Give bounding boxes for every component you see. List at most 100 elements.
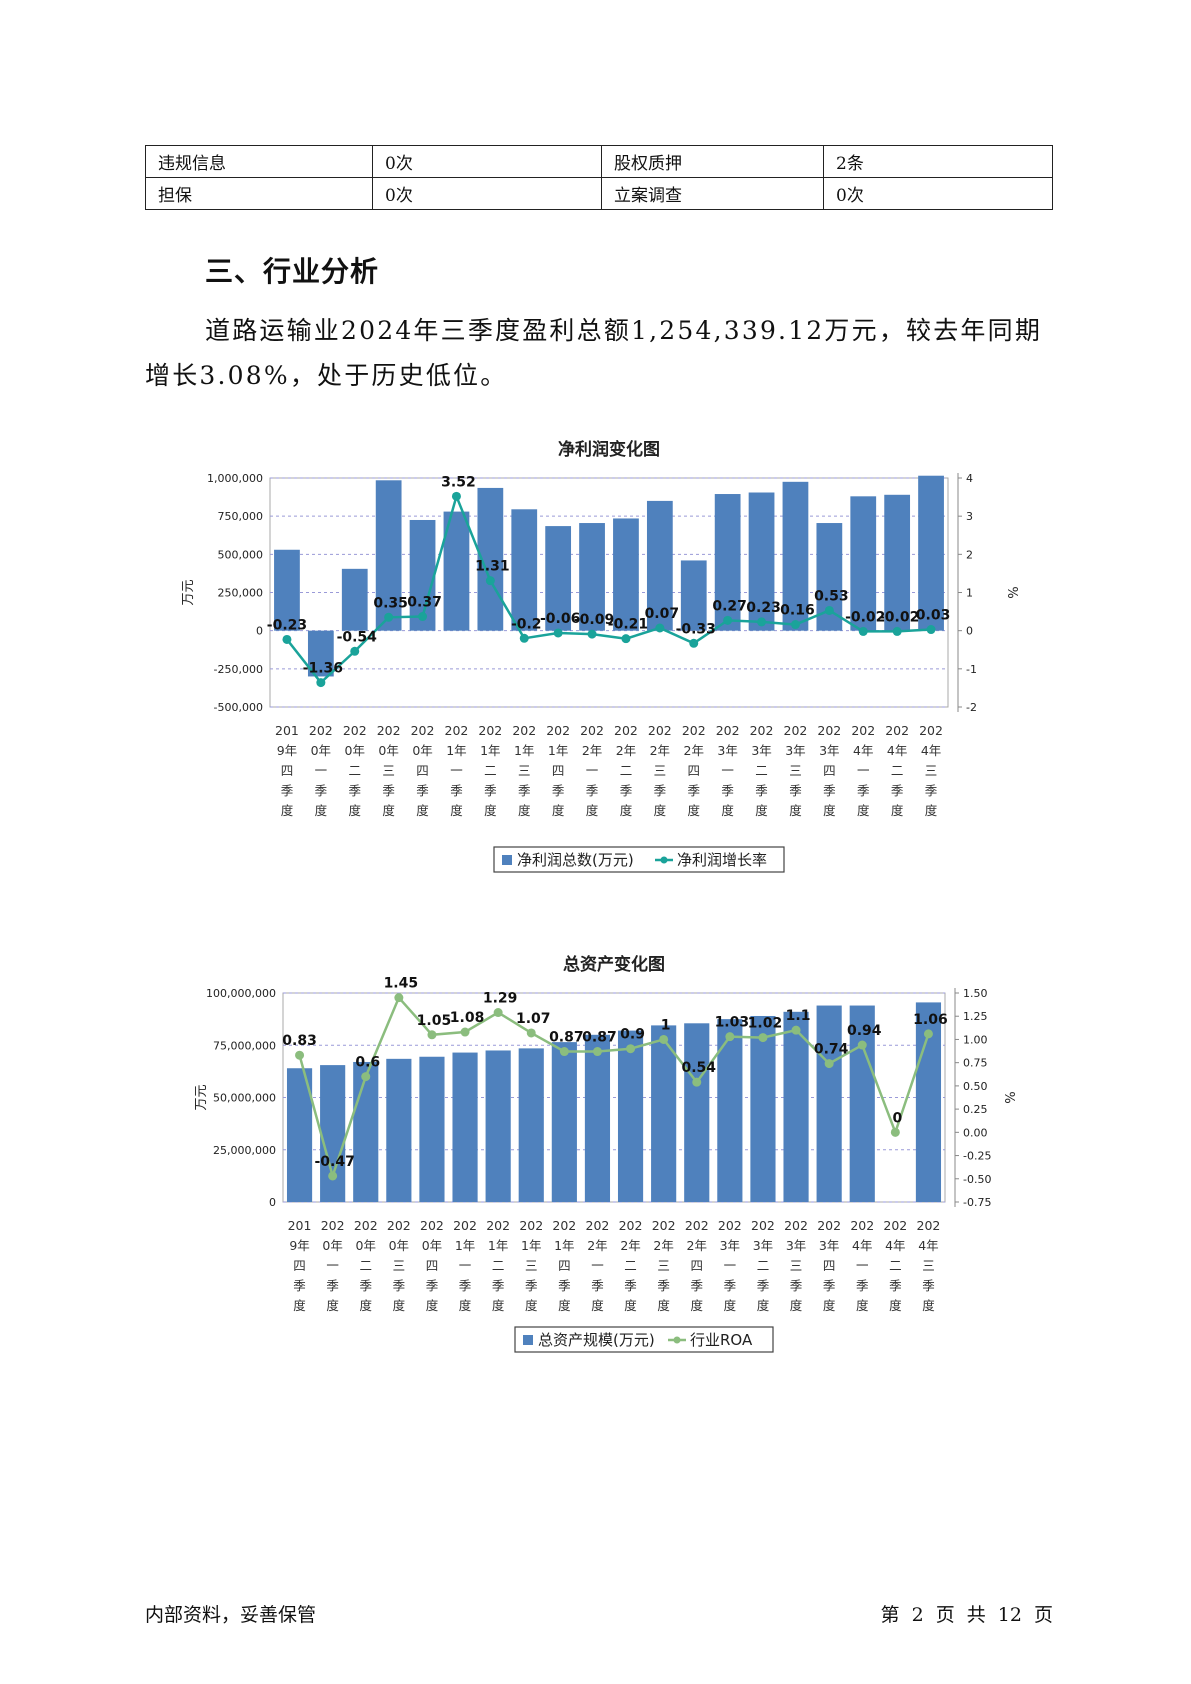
bar: [782, 481, 809, 631]
data-label: 0.53: [814, 588, 849, 604]
bar: [850, 496, 877, 631]
line-point: [892, 626, 902, 636]
data-label: 0.94: [847, 1023, 882, 1039]
data-label: -0.09: [574, 612, 614, 628]
line-point: [791, 1025, 801, 1035]
x-tick-label: 202 1年四季度: [552, 1218, 576, 1313]
legend-label: 行业ROA: [690, 1331, 753, 1349]
bar: [651, 1025, 677, 1202]
bar: [485, 1050, 511, 1202]
data-label: 0.87: [582, 1030, 617, 1046]
x-tick-label: 202 0年二季度: [354, 1218, 378, 1313]
y-axis-title: 万元: [181, 579, 196, 605]
line-point: [790, 620, 800, 630]
line-point: [350, 646, 360, 656]
data-label: 0.35: [373, 595, 408, 611]
line-point: [824, 1059, 834, 1069]
bar: [443, 511, 470, 631]
page-number: 第 2 页 共 12 页: [880, 1604, 1053, 1626]
bar: [684, 1023, 710, 1202]
y2-tick-label: -0.50: [963, 1173, 991, 1186]
bar: [918, 475, 944, 631]
bar: [419, 1056, 445, 1202]
line-point: [316, 678, 326, 688]
y2-tick-label: -1: [966, 663, 977, 676]
x-tick-label: 202 3年二季度: [751, 1218, 775, 1313]
x-tick-label: 202 2年三季度: [648, 723, 672, 818]
bar: [452, 1052, 478, 1202]
line-point: [384, 612, 394, 622]
table-label: 立案调查: [601, 177, 824, 210]
x-tick-label: 202 0年三季度: [377, 723, 401, 818]
x-tick-label: 202 4年三季度: [919, 723, 943, 818]
table-value: 2条: [823, 145, 1053, 178]
data-label: 0.16: [780, 603, 815, 619]
data-label: -0.2: [511, 616, 542, 632]
table-value: 0次: [823, 177, 1053, 210]
bar: [617, 1030, 644, 1202]
bar: [320, 1065, 346, 1202]
x-tick-label: 202 2年二季度: [614, 723, 638, 818]
table-label: 违规信息: [145, 145, 373, 178]
bar: [613, 518, 639, 631]
y2-tick-label: 3: [966, 510, 973, 523]
x-tick-label: 202 2年二季度: [619, 1218, 643, 1313]
x-tick-label: 202 1年四季度: [546, 723, 570, 818]
x-tick-label: 201 9年四季度: [288, 1218, 312, 1313]
x-tick-label: 201 9年四季度: [275, 723, 299, 818]
x-tick-label: 202 3年一季度: [716, 723, 740, 818]
line-point: [723, 615, 733, 625]
x-tick-label: 202 1年二季度: [478, 723, 502, 818]
line-point: [758, 1033, 768, 1043]
x-tick-label: 202 4年三季度: [917, 1218, 941, 1313]
data-label: 1.03: [715, 1015, 750, 1031]
x-tick-label: 202 2年三季度: [652, 1218, 676, 1313]
x-tick-label: 202 4年一季度: [850, 1218, 874, 1313]
data-label: 1.31: [475, 559, 510, 575]
chart-title: 净利润变化图: [558, 439, 660, 460]
data-label: -0.33: [676, 621, 716, 637]
line-point: [451, 491, 461, 501]
table-row: 违规信息 0次 股权质押 2条: [145, 145, 1053, 178]
data-label: -0.06: [540, 611, 580, 627]
data-label: -0.02: [845, 609, 885, 625]
x-tick-label: 202 2年四季度: [682, 723, 706, 818]
bar: [646, 500, 673, 631]
legend-bar-swatch: [502, 855, 512, 865]
legend-line-dot: [673, 1336, 681, 1344]
data-label: 1.08: [450, 1010, 485, 1026]
line-point: [427, 1030, 437, 1040]
x-tick-label: 202 3年二季度: [750, 723, 774, 818]
data-label: -0.21: [608, 617, 648, 633]
data-label: 0: [892, 1110, 902, 1126]
data-label: 0.87: [549, 1030, 584, 1046]
line-point: [418, 612, 428, 622]
line-point: [519, 633, 529, 643]
data-label: -0.47: [314, 1154, 354, 1170]
legend-label: 净利润增长率: [677, 851, 767, 869]
y2-tick-label: 1.00: [963, 1033, 988, 1046]
line-point: [592, 1047, 602, 1057]
data-label: 1: [661, 1017, 671, 1033]
bar: [518, 1048, 544, 1202]
bar: [511, 509, 538, 631]
bar: [584, 1034, 611, 1202]
x-tick-label: 202 4年二季度: [883, 1218, 907, 1313]
bar: [579, 523, 605, 631]
line-point: [394, 993, 404, 1003]
info-table: 违规信息 0次 股权质押 2条 担保 0次 立案调查 0次: [145, 145, 1053, 210]
bar: [341, 568, 368, 631]
y-tick-label: -250,000: [214, 663, 263, 676]
bar: [849, 1005, 875, 1202]
analysis-paragraph: 道路运输业2024年三季度盈利总额1,254,339.12万元，较去年同期增长3…: [145, 316, 1043, 390]
line-point: [526, 1028, 536, 1038]
y2-tick-label: 4: [966, 472, 973, 485]
chart-title: 总资产变化图: [563, 954, 665, 975]
bar: [545, 526, 572, 631]
line-point: [493, 1008, 503, 1018]
bar: [353, 1061, 379, 1202]
data-label: 0.9: [620, 1027, 645, 1043]
line-point: [655, 623, 665, 633]
bar: [816, 1005, 842, 1202]
y2-tick-label: 2: [966, 548, 973, 561]
